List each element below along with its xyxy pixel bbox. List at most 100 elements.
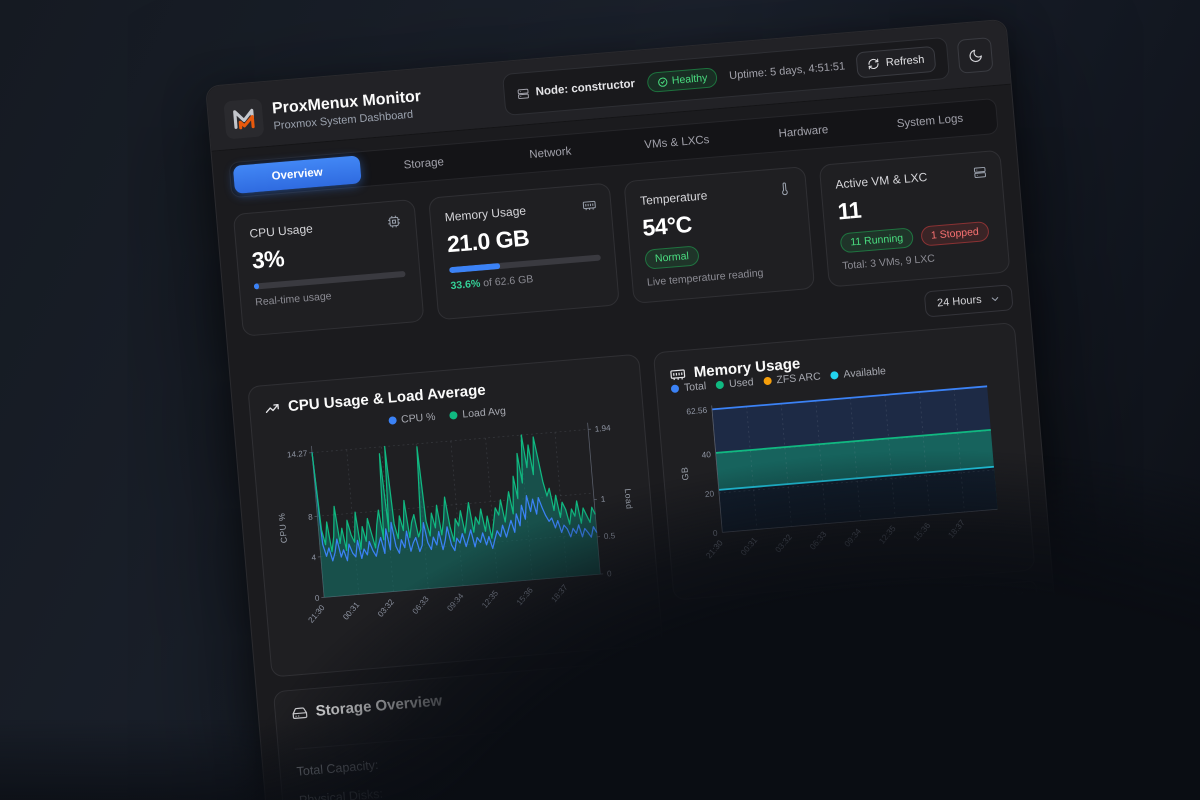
charts-grid: CPU Usage & Load Average CPU % Load Avg … bbox=[247, 322, 1058, 800]
uptime-label: Uptime: 5 days, 4:51:51 bbox=[728, 60, 846, 83]
network-icon bbox=[696, 659, 713, 676]
svg-text:18:37: 18:37 bbox=[946, 517, 967, 540]
svg-text:20: 20 bbox=[705, 488, 715, 499]
legend-item-load: Load Avg bbox=[449, 405, 506, 422]
vm-card-title: Active VM & LXC bbox=[834, 169, 928, 192]
memory-value: 21.0 GB bbox=[446, 224, 531, 258]
svg-text:15:36: 15:36 bbox=[911, 520, 932, 543]
memory-chart: 21:30 00:31 03:32 06:33 09:34 12:35 15:36 18:37… bbox=[679, 385, 998, 561]
svg-text:09:34: 09:34 bbox=[842, 526, 863, 549]
dashboard-panel: ProxMenux Monitor Proxmox System Dashboa… bbox=[205, 18, 1079, 800]
status-group: Node: constructor Healthy Uptime: 5 days… bbox=[502, 36, 950, 116]
tab-network[interactable]: Network bbox=[528, 145, 572, 162]
active-vm-lxc-card: Active VM & LXC 11 11 Running 1 Stopped … bbox=[818, 149, 1011, 288]
right-column: Memory Usage Total Used ZFS ARC Availabl… bbox=[652, 322, 1057, 800]
svg-text:03:32: 03:32 bbox=[376, 597, 396, 619]
svg-text:09:34: 09:34 bbox=[445, 591, 465, 613]
svg-text:8: 8 bbox=[308, 512, 314, 521]
svg-text:15:36: 15:36 bbox=[515, 585, 535, 607]
memory-progress-fill bbox=[449, 262, 501, 274]
time-range-select-top[interactable]: 24 Hours bbox=[924, 284, 1014, 318]
tab-overview[interactable]: Overview bbox=[232, 155, 362, 194]
svg-text:03:32: 03:32 bbox=[773, 532, 794, 555]
chevron-down-icon bbox=[1014, 589, 1026, 601]
svg-text:4: 4 bbox=[311, 553, 317, 562]
storage-disks-caption: 7 disks bbox=[616, 695, 652, 711]
interface-badge-vmbr0: vmbr0 bbox=[701, 726, 758, 751]
tab-vms-lxcs[interactable]: VMs & LXCs bbox=[643, 134, 710, 152]
svg-text:1: 1 bbox=[600, 494, 606, 503]
svg-text:CPU %: CPU % bbox=[276, 512, 289, 543]
cpu-load-chart: 21:30 00:31 03:32 06:33 09:34 12:35 15:36 18:37… bbox=[276, 422, 635, 625]
refresh-button[interactable]: Refresh bbox=[855, 45, 937, 79]
svg-text:12:35: 12:35 bbox=[480, 588, 500, 610]
moon-icon bbox=[967, 47, 983, 63]
cpu-progress-fill bbox=[253, 283, 259, 290]
brand: ProxMenux Monitor Proxmox System Dashboa… bbox=[223, 85, 423, 140]
node-label: Node: constructor bbox=[535, 78, 636, 99]
svg-text:12:35: 12:35 bbox=[877, 523, 898, 546]
chevron-down-icon bbox=[989, 293, 1001, 305]
refresh-icon bbox=[867, 57, 880, 70]
proxmenux-m-logo bbox=[223, 98, 265, 140]
temperature-value: 54°C bbox=[641, 210, 693, 241]
svg-text:GB: GB bbox=[679, 466, 690, 480]
cpu-value: 3% bbox=[250, 245, 286, 274]
legend-item-cpu: CPU % bbox=[387, 411, 436, 427]
network-overview-card: Network Overview 2 Active Interfaces: vm… bbox=[677, 615, 1057, 800]
trending-up-icon bbox=[264, 399, 281, 416]
server-icon bbox=[516, 86, 530, 100]
storage-total-value: 26.8 TB bbox=[595, 675, 651, 697]
storage-card-title: Storage Overview bbox=[315, 692, 443, 721]
tab-storage[interactable]: Storage bbox=[403, 156, 445, 172]
svg-text:40: 40 bbox=[701, 449, 711, 460]
vm-running-badge: 11 Running bbox=[839, 227, 914, 254]
svg-text:0: 0 bbox=[713, 528, 719, 538]
svg-text:00:31: 00:31 bbox=[738, 535, 759, 558]
temperature-status-badge: Normal bbox=[644, 245, 700, 270]
time-range-select-bottom[interactable]: 24 Hours bbox=[948, 580, 1039, 614]
tab-system-logs[interactable]: System Logs bbox=[896, 112, 964, 131]
memory-icon bbox=[669, 365, 686, 382]
hard-drive-icon bbox=[291, 705, 308, 722]
svg-text:0.5: 0.5 bbox=[603, 531, 615, 541]
memory-card-title: Memory Usage bbox=[444, 203, 527, 225]
memory-chart-card: Memory Usage Total Used ZFS ARC Availabl… bbox=[652, 322, 1036, 601]
temperature-card: Temperature 54°C Normal Live temperature… bbox=[623, 166, 816, 304]
cpu-card-title: CPU Usage bbox=[248, 221, 314, 241]
cpu-icon bbox=[386, 214, 401, 229]
cpu-usage-card: CPU Usage 3% Real-time usage bbox=[232, 198, 425, 337]
svg-text:21:30: 21:30 bbox=[704, 538, 725, 561]
servers-icon bbox=[972, 165, 987, 180]
svg-text:21:30: 21:30 bbox=[307, 603, 327, 625]
memory-icon bbox=[582, 198, 597, 213]
svg-text:0: 0 bbox=[315, 594, 321, 603]
svg-text:1.94: 1.94 bbox=[594, 423, 611, 433]
svg-text:00:31: 00:31 bbox=[341, 600, 361, 622]
memory-usage-card: Memory Usage 21.0 GB 33.6% of 62.6 GB bbox=[428, 182, 620, 321]
svg-text:Load: Load bbox=[623, 488, 635, 510]
vm-count-value: 11 bbox=[836, 196, 863, 225]
svg-text:06:33: 06:33 bbox=[808, 529, 829, 552]
network-interfaces-count: 2 bbox=[1015, 632, 1026, 650]
left-column: CPU Usage & Load Average CPU % Load Avg … bbox=[247, 353, 683, 800]
storage-overview-card: Storage Overview 26.8 TB 7 disks Total C… bbox=[272, 658, 683, 800]
theme-toggle-button[interactable] bbox=[956, 37, 994, 74]
cpu-load-chart-card: CPU Usage & Load Average CPU % Load Avg … bbox=[247, 353, 664, 678]
svg-text:14.27: 14.27 bbox=[287, 449, 308, 460]
tab-hardware[interactable]: Hardware bbox=[778, 124, 829, 141]
network-card-title: Network Overview bbox=[719, 646, 851, 675]
legend-item-available: Available bbox=[830, 365, 886, 382]
node-indicator: Node: constructor bbox=[516, 78, 636, 101]
legend-item-total: Total bbox=[670, 380, 707, 395]
dashboard-window: ProxMenux Monitor Proxmox System Dashboa… bbox=[205, 18, 1079, 800]
legend-item-used: Used bbox=[715, 376, 754, 391]
svg-text:18:37: 18:37 bbox=[550, 583, 570, 605]
vm-stopped-badge: 1 Stopped bbox=[920, 220, 990, 247]
svg-text:0: 0 bbox=[607, 569, 613, 578]
svg-text:06:33: 06:33 bbox=[411, 594, 431, 616]
temperature-card-title: Temperature bbox=[639, 188, 708, 208]
thermometer-icon bbox=[777, 181, 792, 196]
health-badge: Healthy bbox=[646, 67, 719, 93]
check-circle-icon bbox=[656, 76, 668, 88]
